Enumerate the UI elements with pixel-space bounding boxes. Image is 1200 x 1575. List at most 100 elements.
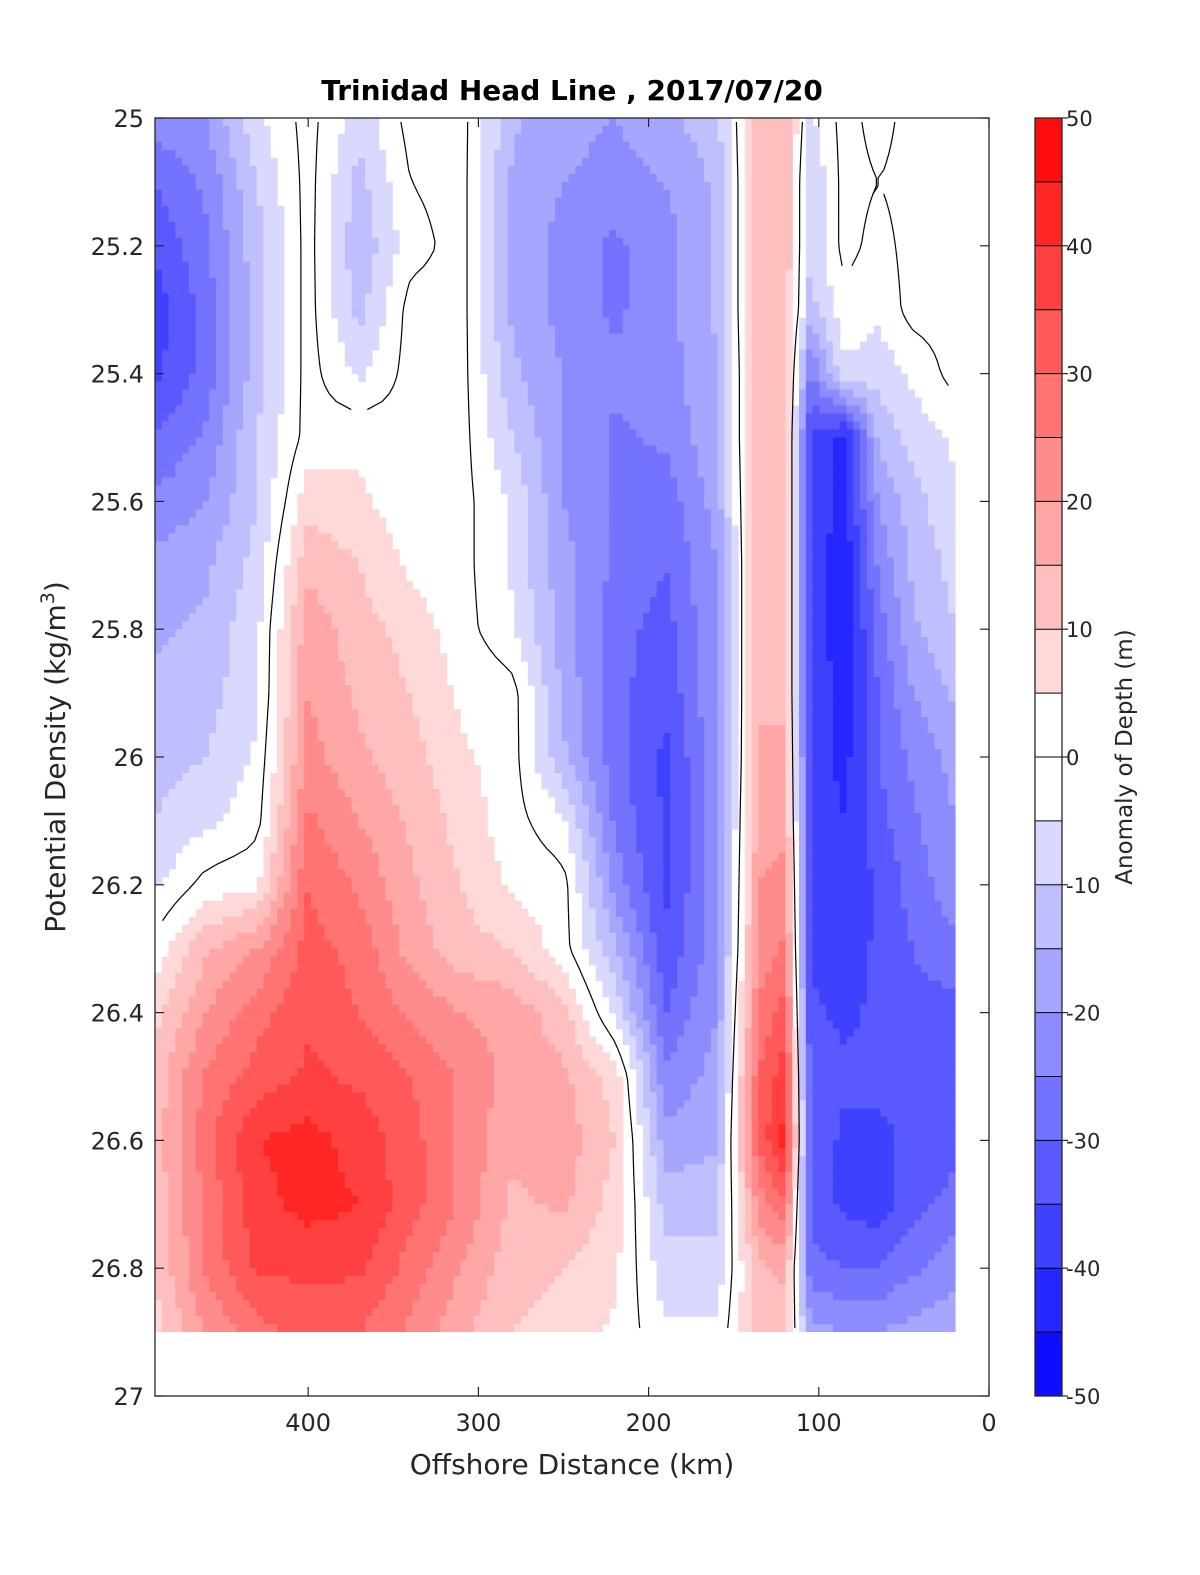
contour-cell (216, 1172, 244, 1181)
contour-cell (507, 1180, 522, 1189)
contour-cell (724, 1044, 732, 1054)
contour-cell (656, 932, 685, 942)
zero-contour-segment (295, 129, 298, 139)
contour-cell (493, 1100, 576, 1110)
contour-cell (785, 956, 793, 966)
contour-cell (799, 725, 807, 734)
contour-cell (805, 541, 814, 550)
y-tick-label: 27 (113, 1383, 144, 1411)
contour-cell (182, 1172, 204, 1181)
contour-cell (792, 1108, 800, 1118)
contour-cell (412, 1076, 454, 1086)
contour-cell (799, 1116, 807, 1126)
contour-cell (168, 1252, 190, 1261)
contour-cell (602, 589, 658, 598)
zero-contour-segment (936, 361, 941, 370)
contour-cell (751, 884, 759, 894)
contour-cell (663, 1164, 685, 1173)
contour-cell (195, 1036, 224, 1046)
contour-cell (880, 437, 902, 447)
zero-contour-segment (259, 816, 262, 825)
contour-cell (785, 948, 793, 958)
contour-cell (805, 836, 814, 846)
contour-cell (751, 964, 759, 974)
contour-cell (792, 757, 800, 766)
contour-cell (812, 1228, 909, 1237)
contour-cell (202, 1212, 224, 1221)
contour-cell (419, 1028, 481, 1038)
contour-cell (887, 653, 909, 662)
contour-cell (507, 261, 549, 271)
contour-cell (609, 445, 658, 455)
zero-contour-segment (264, 752, 266, 762)
contour-cell (744, 637, 753, 646)
contour-cell (697, 964, 719, 974)
contour-cell (216, 1124, 244, 1134)
contour-cell (636, 1084, 644, 1094)
contour-cell (304, 932, 326, 942)
contour-cell (175, 972, 204, 982)
contour-cell (575, 661, 604, 670)
contour-cell (649, 1068, 658, 1078)
contour-cell (629, 932, 644, 942)
contour-cell (561, 429, 610, 439)
contour-cell (602, 637, 637, 646)
contour-cell (636, 1076, 644, 1086)
contour-cell (602, 988, 617, 998)
contour-cell (792, 693, 800, 702)
contour-cell (283, 788, 292, 798)
contour-cell (799, 565, 807, 574)
contour-cell (575, 772, 590, 782)
contour-cell (866, 453, 875, 463)
contour-cell (724, 501, 732, 510)
contour-cell (799, 1292, 807, 1301)
contour-cell (690, 828, 705, 838)
contour-cell (697, 469, 719, 479)
contour-cell (744, 533, 753, 542)
contour-cell (216, 1116, 244, 1126)
contour-cell (792, 477, 800, 487)
contour-cell (670, 820, 692, 830)
contour-cell (846, 525, 861, 534)
contour-cell (365, 581, 414, 590)
contour-cell (717, 900, 726, 910)
contour-cell (792, 1028, 800, 1038)
contour-cell (548, 741, 570, 750)
contour-cell (866, 860, 902, 870)
contour-cell (771, 1172, 787, 1181)
contour-cell (677, 213, 712, 223)
contour-cell (941, 677, 956, 686)
contour-cell (846, 421, 854, 431)
contour-cell (785, 701, 793, 710)
contour-cell (805, 573, 814, 582)
zero-contour-segment (471, 473, 474, 482)
contour-cell (331, 213, 353, 223)
contour-cell (493, 237, 509, 247)
contour-cell (893, 828, 922, 838)
contour-cell (683, 373, 719, 383)
contour-cell (161, 285, 190, 295)
contour-cell (805, 341, 820, 351)
contour-cell (832, 397, 848, 407)
contour-cell (887, 613, 902, 622)
zero-contour-segment (859, 241, 863, 250)
contour-cell (846, 413, 854, 423)
contour-cell (378, 1036, 427, 1046)
contour-cell (880, 677, 895, 686)
contour-cell (514, 621, 536, 630)
contour-cell (534, 749, 549, 758)
contour-cell (900, 892, 936, 902)
contour-cell (670, 613, 698, 622)
contour-cell (785, 293, 793, 303)
contour-cell (799, 397, 807, 407)
contour-cell (758, 1156, 766, 1165)
contour-cell (873, 916, 909, 926)
contour-cell (202, 1220, 224, 1229)
contour-cell (663, 1308, 719, 1317)
contour-cell (236, 469, 258, 479)
contour-cell (480, 924, 543, 934)
contour-cell (812, 613, 827, 622)
contour-cell (602, 125, 624, 135)
contour-cell (805, 213, 827, 223)
contour-cell (724, 149, 732, 159)
